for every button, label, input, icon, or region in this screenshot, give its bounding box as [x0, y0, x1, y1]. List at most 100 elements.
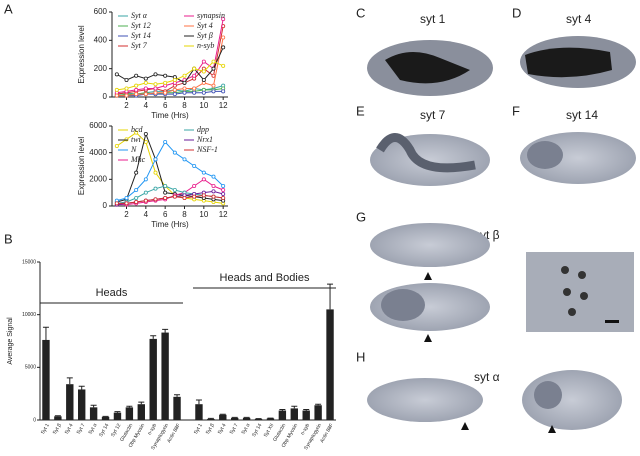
point: [143, 198, 148, 203]
bar: [290, 408, 298, 420]
panel-label: A: [4, 1, 13, 16]
x-tick-label: 2: [124, 210, 129, 219]
point: [163, 183, 168, 188]
point: [143, 76, 148, 81]
legend-label: Syt 12: [131, 21, 151, 30]
point: [153, 170, 158, 175]
x-tick-label: 4: [144, 210, 149, 219]
point: [172, 87, 177, 92]
y-tick-label: 5000: [25, 365, 36, 371]
point: [192, 66, 197, 71]
legend-label: Syt 4: [197, 21, 213, 30]
x-tick-label: Syt 4: [217, 422, 228, 435]
point: [192, 183, 197, 188]
point: [182, 195, 187, 200]
point: [124, 86, 129, 91]
x-tick-label: Syt α: [241, 423, 252, 436]
y-tick-label: 0: [103, 92, 108, 101]
bar: [254, 418, 263, 420]
point: [143, 177, 148, 182]
legend-label: Nrx1: [196, 135, 213, 144]
x-tick-label: 10: [199, 210, 208, 219]
point: [221, 35, 226, 40]
point: [211, 83, 216, 88]
y-tick-label: 0: [33, 417, 36, 423]
point: [153, 72, 158, 77]
point: [201, 69, 206, 74]
error-bar: [279, 408, 286, 411]
x-tick-label: 12: [219, 101, 228, 110]
error-bar: [243, 416, 250, 418]
point: [143, 190, 148, 195]
y-tick-label: 15000: [22, 259, 36, 265]
point: [172, 78, 177, 83]
x-tick-label: 2: [124, 101, 129, 110]
error-bar: [303, 408, 310, 411]
x-tick-label: Syt β: [52, 423, 63, 436]
point: [211, 189, 216, 194]
point: [134, 83, 139, 88]
legend-label: dpp: [197, 125, 209, 134]
image-label: syt 4: [566, 12, 592, 26]
x-tick-label: Syt 7: [76, 422, 87, 435]
point: [153, 82, 158, 87]
point: [134, 170, 139, 175]
x-tick-label: 8: [182, 101, 187, 110]
error-bar: [90, 404, 97, 408]
x-tick-label: 12: [219, 210, 228, 219]
error-bar: [114, 411, 121, 413]
point: [143, 86, 148, 91]
point: [201, 193, 206, 198]
bar: [219, 414, 227, 420]
error-bar: [315, 403, 322, 406]
error-bar: [78, 385, 85, 390]
point: [153, 186, 158, 191]
y-tick-label: 600: [94, 7, 108, 16]
point: [211, 73, 216, 78]
bar: [314, 405, 322, 420]
point: [153, 90, 158, 95]
y-tick-label: 400: [94, 35, 108, 44]
point: [182, 73, 187, 78]
point: [201, 90, 206, 95]
series-line: [116, 47, 224, 84]
error-bar: [174, 394, 181, 397]
error-bar: [231, 416, 238, 418]
point: [211, 66, 216, 71]
point: [172, 150, 177, 155]
point: [221, 17, 226, 22]
legend-label: bcd: [131, 125, 144, 134]
error-bar: [102, 415, 109, 417]
point: [114, 87, 119, 92]
point: [114, 72, 119, 77]
point: [134, 73, 139, 78]
bar: [89, 407, 98, 420]
point: [221, 45, 226, 50]
point: [221, 183, 226, 188]
x-tick-label: n-syb: [300, 422, 311, 436]
bar: [173, 396, 181, 420]
y-tick-label: 2000: [89, 174, 107, 183]
image-label: syt 7: [420, 108, 446, 122]
bar: [231, 417, 239, 420]
legend-label: twi: [131, 135, 141, 144]
bar: [195, 404, 203, 420]
error-bar: [138, 401, 145, 405]
y-axis-label: Expression level: [77, 137, 86, 195]
bar: [137, 404, 145, 420]
panel-label: C: [356, 5, 365, 20]
point: [134, 92, 139, 97]
x-tick-label: Syt α: [88, 423, 99, 436]
x-tick-label: Syt 14: [98, 422, 110, 437]
point: [134, 195, 139, 200]
point: [172, 194, 177, 199]
x-tick-label: Syt 1: [40, 422, 51, 435]
legend-label: synapsin: [197, 11, 225, 20]
y-axis-label: Expression level: [77, 25, 86, 83]
x-tick-label: Syt 7: [229, 422, 240, 435]
point: [114, 93, 119, 98]
point: [172, 92, 177, 97]
panel-label: F: [512, 103, 520, 118]
error-bar: [195, 399, 202, 405]
point: [221, 187, 226, 192]
